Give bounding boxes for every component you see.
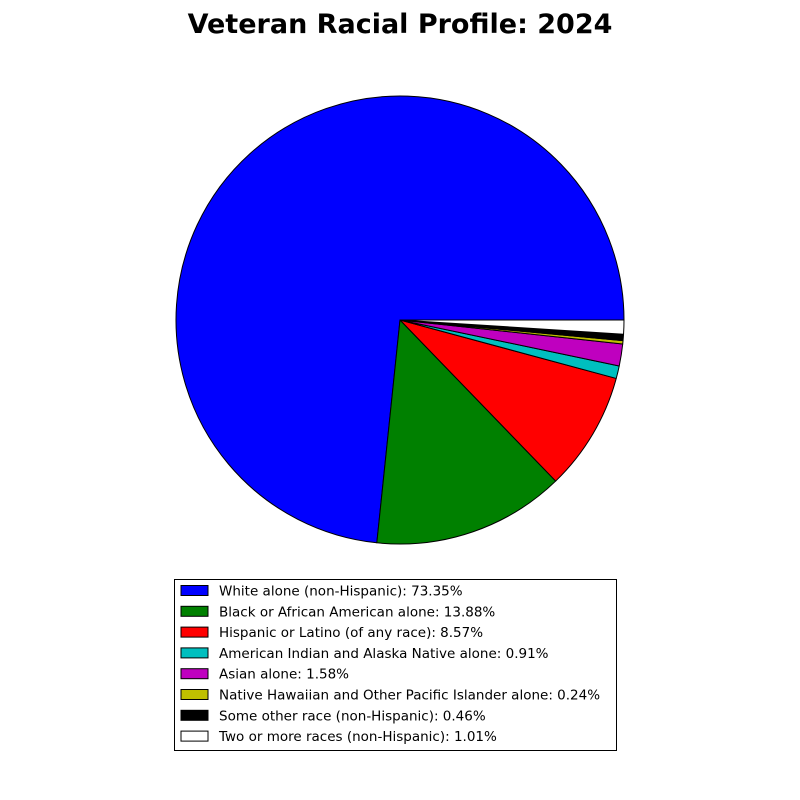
legend-swatch-hispanic-or-latino-of-any-race [180,626,209,638]
legend-label-some-other-race-non-hispanic: Some other race (non-Hispanic): 0.46% [219,708,486,724]
pie [175,95,625,545]
pie-slice-black-or-african-american-alone [376,319,557,545]
legend-swatch-white-alone-non-hispanic [180,585,209,596]
legend-label-native-hawaiian-and-other-pacific-islander-alone: Native Hawaiian and Other Pacific Island… [219,688,600,704]
legend-swatch-two-or-more-races-non-hispanic [180,730,209,742]
pie-slice-hispanic-or-latino-of-any-race [399,319,617,482]
legend-label-white-alone-non-hispanic: White alone (non-Hispanic): 73.35% [219,584,463,600]
pie-slice-white-alone-non-hispanic [175,95,625,544]
legend-swatch-black-or-african-american-alone [180,605,209,617]
legend-label-american-indian-and-alaska-native-alone: American Indian and Alaska Native alone:… [219,646,549,662]
legend: White alone (non-Hispanic): 73.35% Black … [174,579,617,751]
legend-frame [174,579,617,751]
chart-title: Veteran Racial Profile: 2024 [188,9,613,40]
legend-label-asian-alone: Asian alone: 1.58% [219,667,349,683]
legend-swatch-american-indian-and-alaska-native-alone [180,647,209,659]
legend-label-two-or-more-races-non-hispanic: Two or more races (non-Hispanic): 1.01% [218,729,497,745]
legend-swatch-asian-alone [180,668,209,680]
legend-label-black-or-african-american-alone: Black or African American alone: 13.88% [219,604,495,620]
legend-label-hispanic-or-latino-of-any-race: Hispanic or Latino (of any race): 8.57% [219,625,483,641]
legend-swatch-native-hawaiian-and-other-pacific-islander-alone [180,689,209,700]
legend-swatch-some-other-race-non-hispanic [180,709,209,721]
pie-slice-two-or-more-races-non-hispanic [399,319,625,335]
